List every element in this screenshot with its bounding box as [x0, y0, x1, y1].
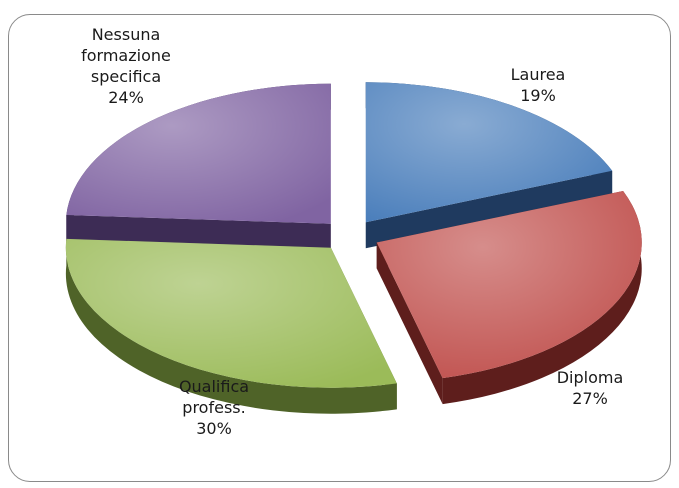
- slice-label-line: Diploma: [557, 368, 624, 387]
- slice-label-3: Qualifica profess. 30%: [179, 377, 249, 438]
- slice-sheen-4: [66, 83, 331, 224]
- slice-label-4: Nessuna formazione specifica 24%: [81, 25, 171, 107]
- slice-label-line: Qualifica: [179, 377, 249, 396]
- slice-sheen-1: [365, 82, 613, 223]
- slice-wall-2-2: [376, 242, 443, 405]
- slice-label-1: Laurea 19%: [511, 65, 566, 105]
- slice-sheen-2: [376, 190, 642, 379]
- slice-label-line: specifica: [91, 67, 161, 86]
- slice-label-line: Laurea: [511, 65, 566, 84]
- slice-label-line: Nessuna: [92, 25, 161, 44]
- slice-label-2: Diploma 27%: [557, 368, 624, 408]
- slice-side-3: [65, 238, 397, 414]
- pie-tops: [65, 82, 642, 388]
- slice-label-line: 27%: [572, 389, 608, 408]
- slice-label-line: 24%: [108, 88, 144, 107]
- slice-wall-4-1: [66, 214, 331, 250]
- slice-label-line: profess.: [182, 398, 245, 417]
- slice-label-line: 19%: [520, 86, 556, 105]
- slice-side-2: [442, 190, 642, 405]
- slice-wall-1-2: [365, 170, 613, 249]
- slice-label-line: 30%: [196, 419, 232, 438]
- slice-label-line: formazione: [81, 46, 171, 65]
- slice-sheen-3: [65, 238, 397, 388]
- pie-labels: Laurea 19% Diploma 27% Qualifica profess. 30% N…: [81, 25, 623, 438]
